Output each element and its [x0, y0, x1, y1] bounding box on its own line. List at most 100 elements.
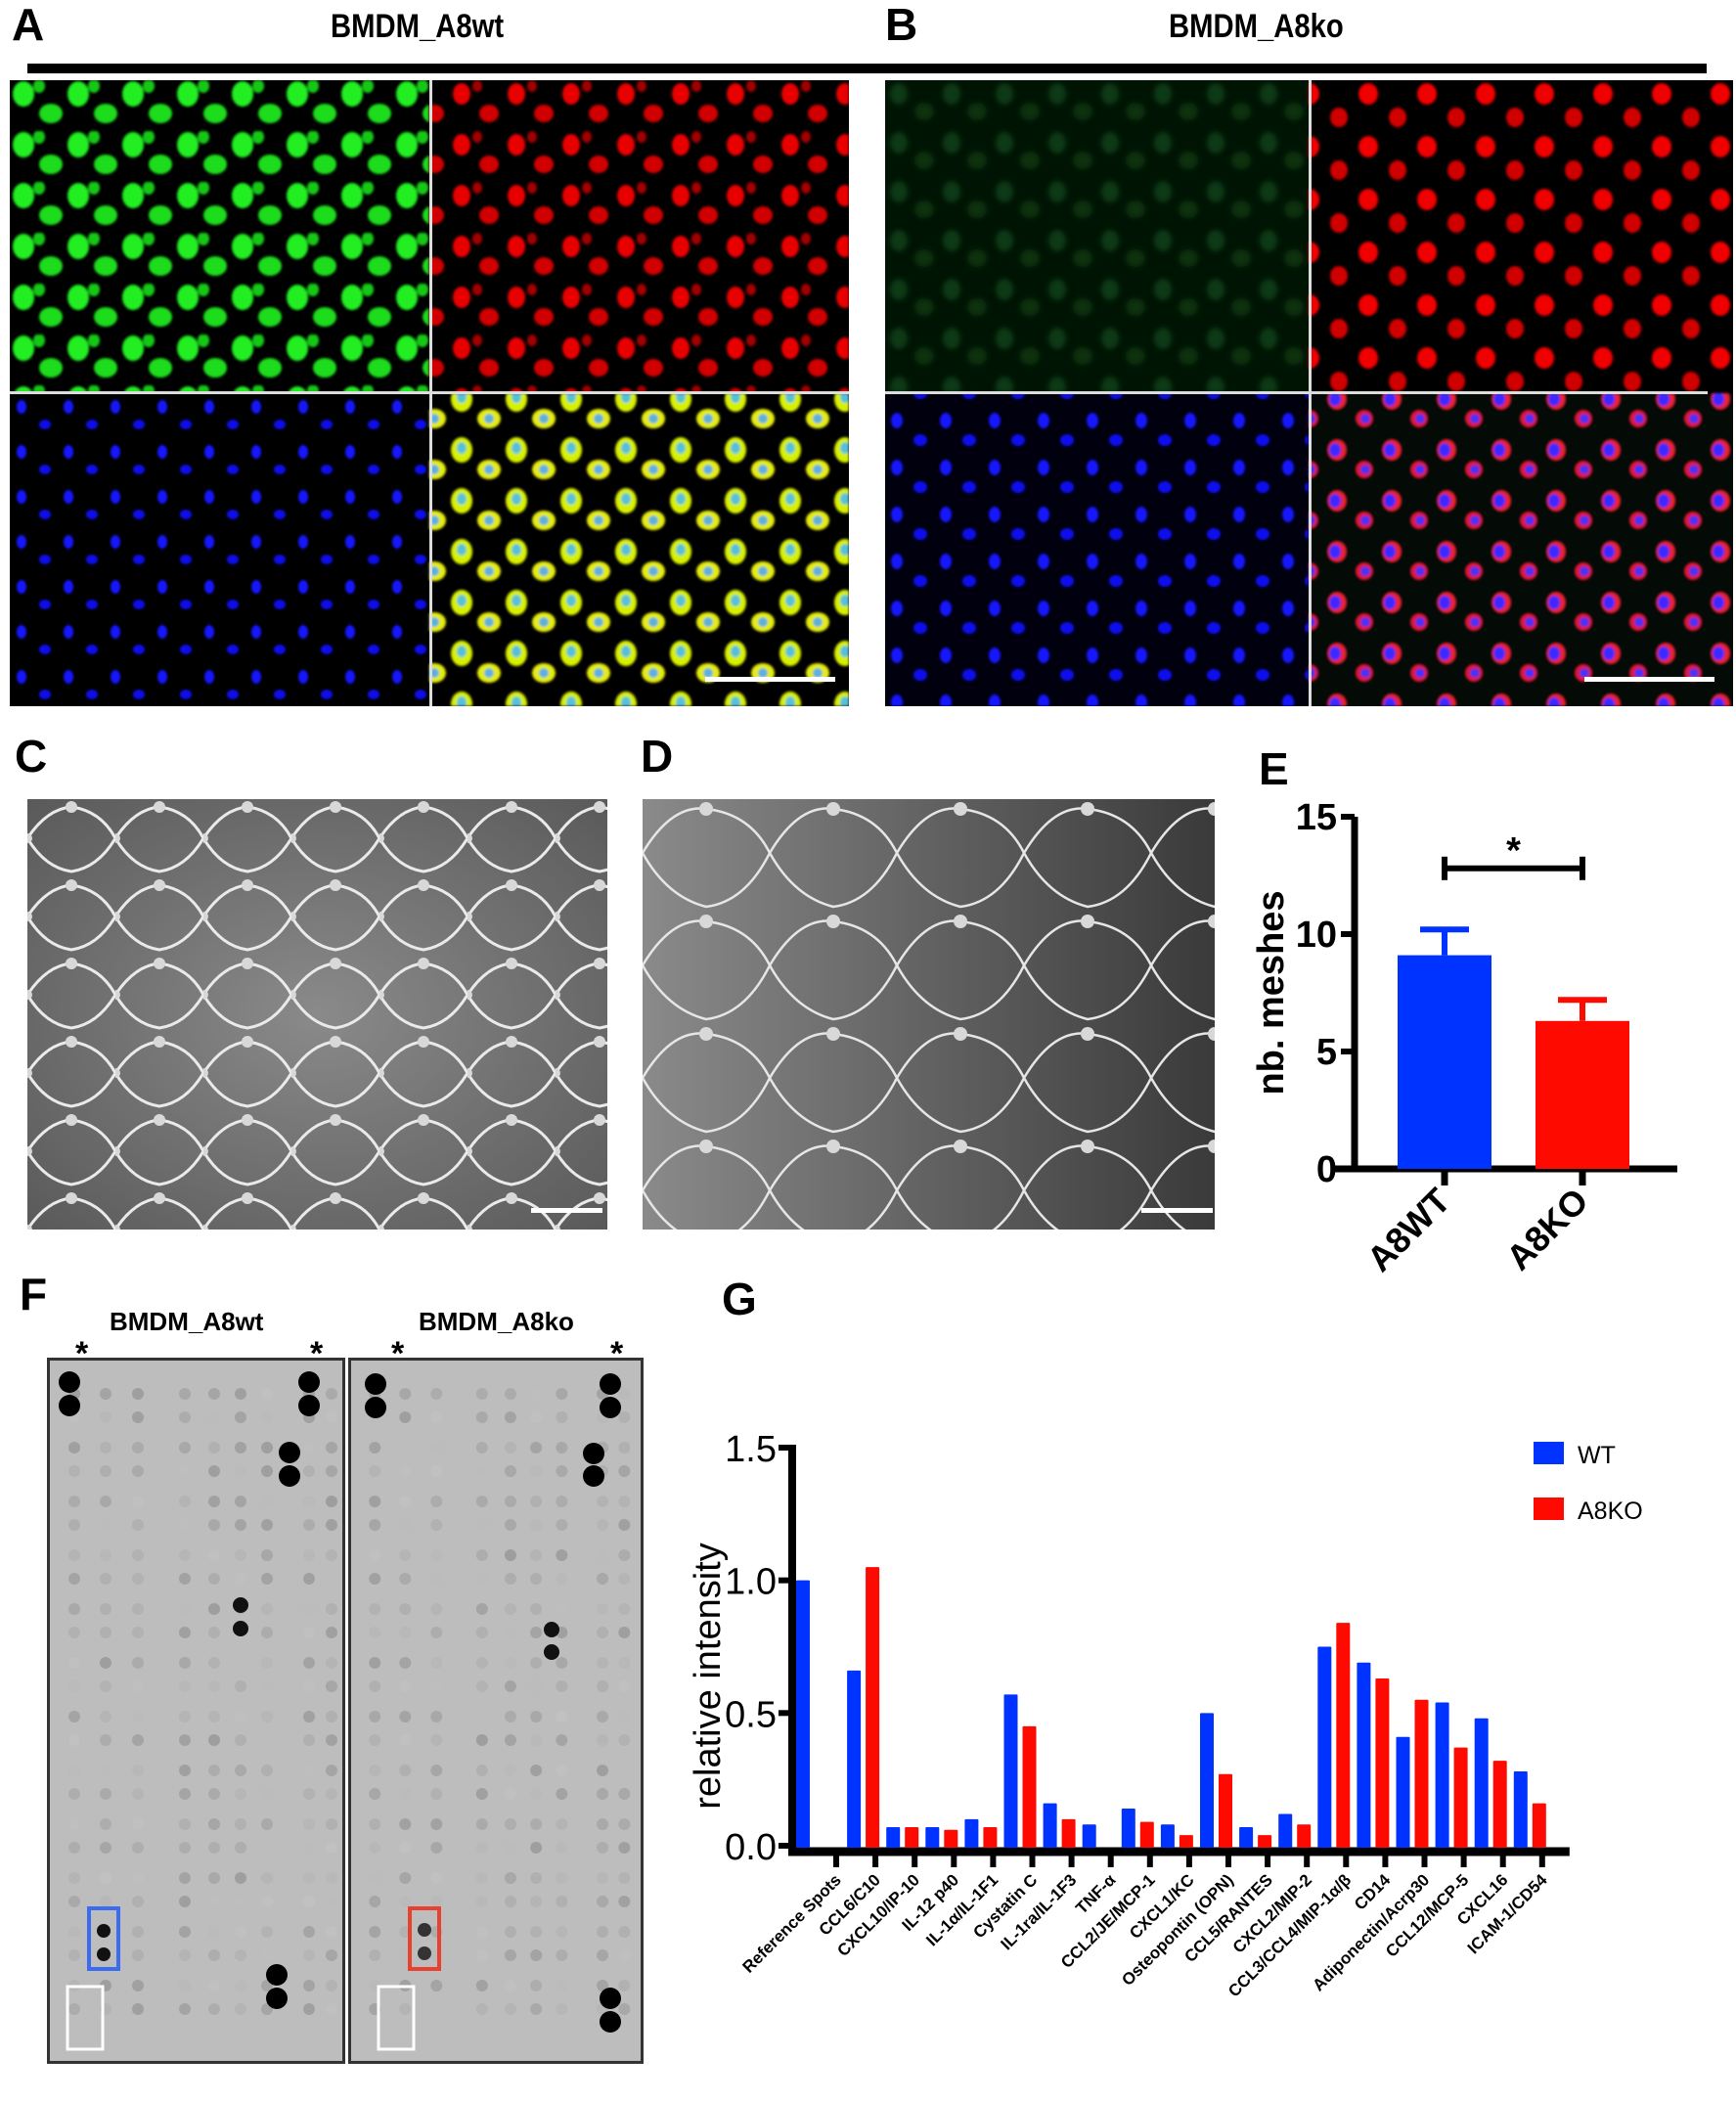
chart-g-bar-a8ko [1492, 1761, 1507, 1848]
reference-spot [279, 1465, 300, 1487]
chart-g-bar-a8ko [1219, 1773, 1232, 1848]
chart-g-bar-a8ko [1179, 1835, 1193, 1848]
chart-g-bar-wt [1003, 1694, 1018, 1848]
array-wt-membrane [47, 1358, 345, 2064]
chart-e-svg: 0 5 10 15 nb. meshes A8WT A8KO * [1251, 797, 1677, 1279]
panel-b-fluorescence-grid [885, 80, 1733, 706]
chart-g-bar-wt [1278, 1813, 1293, 1848]
chart-e-bar [1536, 1020, 1629, 1169]
array-negative-control-box [377, 1985, 416, 2051]
chart-e-y-tick: 15 [1296, 797, 1337, 838]
chart-g-bar-wt [1043, 1803, 1057, 1848]
panel-a-cells-image [10, 80, 849, 706]
chart-g-bar-wt [1082, 1824, 1096, 1848]
panel-letter-c: C [15, 731, 48, 782]
reference-spot [59, 1395, 80, 1416]
reference-spot [266, 1988, 288, 2009]
panel-b-cells-image [885, 80, 1733, 706]
reference-spot [298, 1395, 320, 1416]
chart-g-bar-a8ko [1139, 1821, 1154, 1848]
panel-letter-d: D [641, 731, 674, 782]
chart-g-bar-a8ko [1297, 1824, 1312, 1848]
array-ko-title: BMDM_A8ko [419, 1307, 574, 1336]
chart-e-bar [1398, 955, 1491, 1169]
chart-e-significance-star: * [1506, 830, 1521, 872]
panel-d-network [643, 799, 1215, 1230]
panel-letter-b: B [885, 0, 918, 50]
chart-g-y-tick: 1.5 [725, 1429, 777, 1470]
chart-g-bar-wt [1357, 1662, 1371, 1848]
chart-g-bar-wt [1435, 1702, 1449, 1848]
panel-a-scale-bar [705, 677, 835, 682]
chart-g-bar-wt [1121, 1809, 1135, 1848]
panel-a-title: BMDM_A8wt [331, 8, 505, 45]
chart-g-bar-a8ko [1022, 1725, 1037, 1848]
panel-b-title: BMDM_A8ko [1169, 8, 1344, 45]
reference-spot [365, 1373, 386, 1395]
panel-d-scale-bar [1141, 1208, 1213, 1213]
reference-spot [583, 1443, 604, 1464]
chart-g-y-tick: 1.0 [725, 1562, 777, 1603]
chart-g-bar-wt [847, 1670, 862, 1848]
chart-g-bar-a8ko [1532, 1803, 1546, 1848]
array-ko-membrane [348, 1358, 644, 2064]
panel-c-tube-formation-image [27, 799, 607, 1230]
panel-a-divider-h [10, 391, 849, 394]
panel-letter-a: A [12, 0, 45, 50]
reference-spot [59, 1371, 80, 1393]
reference-spot [583, 1465, 604, 1487]
chart-g-bar-wt [1396, 1736, 1410, 1848]
chart-g-legend-swatch-wt [1534, 1442, 1564, 1464]
reference-spot [600, 1397, 621, 1418]
chart-g-bar-wt [964, 1818, 979, 1848]
array-wt-highlight-box [87, 1906, 120, 1971]
array-wt-spots [59, 1371, 337, 2051]
chart-e-y-label: nb. meshes [1251, 890, 1292, 1095]
reference-spot [298, 1371, 320, 1393]
chart-e: 0 5 10 15 nb. meshes A8WT A8KO * [1242, 743, 1736, 1350]
chart-g-bar-a8ko [944, 1829, 958, 1848]
chart-g-bar-wt [1513, 1771, 1528, 1848]
chart-g: 0.0 0.5 1.0 1.5 relative intensity Reference … [685, 1409, 1736, 2097]
reference-spot [600, 1988, 621, 2009]
chart-g-bar-wt [1317, 1646, 1332, 1848]
chart-g-bar-wt [796, 1580, 810, 1848]
chart-g-bar-a8ko [1258, 1835, 1272, 1848]
chart-g-legend-label: WT [1578, 1442, 1616, 1469]
panel-letter-e: E [1259, 743, 1289, 794]
chart-g-bar-a8ko [1336, 1623, 1351, 1848]
panel-b-scale-bar [1584, 677, 1714, 682]
array-ko-spots [365, 1373, 631, 2051]
panel-b-divider-h [885, 391, 1708, 394]
chart-g-y-tick: 0.5 [725, 1694, 777, 1735]
reference-spot [266, 1964, 288, 1986]
array-wt-title: BMDM_A8wt [110, 1307, 264, 1336]
panel-a-fluorescence-grid [10, 80, 849, 706]
chart-e-x-label: A8KO [1498, 1181, 1596, 1278]
chart-g-bar-a8ko [1414, 1699, 1429, 1848]
chart-g-bar-a8ko [983, 1827, 998, 1848]
chart-g-bar-a8ko [1453, 1747, 1468, 1848]
reference-spot [365, 1397, 386, 1418]
chart-g-bar-wt [886, 1827, 901, 1848]
chart-g-bar-wt [1160, 1824, 1175, 1848]
chart-e-x-label: A8WT [1359, 1181, 1458, 1279]
chart-g-bar-a8ko [905, 1827, 919, 1848]
chart-g-bar-wt [925, 1827, 940, 1848]
panel-letter-f: F [20, 1269, 48, 1319]
panel-d-tube-formation-image [643, 799, 1215, 1230]
reference-spot [600, 1373, 621, 1395]
chart-e-y-tick: 10 [1296, 915, 1337, 956]
chart-g-bar-a8ko [1375, 1678, 1390, 1848]
chart-g-y-label: relative intensity [688, 1543, 729, 1809]
reference-spot [600, 2011, 621, 2033]
array-negative-control-box [66, 1985, 105, 2051]
header-rule [27, 64, 1707, 73]
chart-g-bar-wt [1200, 1713, 1214, 1848]
chart-e-y-tick: 5 [1316, 1032, 1337, 1073]
chart-g-y-tick: 0.0 [725, 1827, 777, 1868]
chart-g-legend-swatch-a8ko [1534, 1498, 1564, 1520]
chart-e-y-tick: 0 [1316, 1149, 1337, 1190]
reference-spot [279, 1442, 300, 1463]
